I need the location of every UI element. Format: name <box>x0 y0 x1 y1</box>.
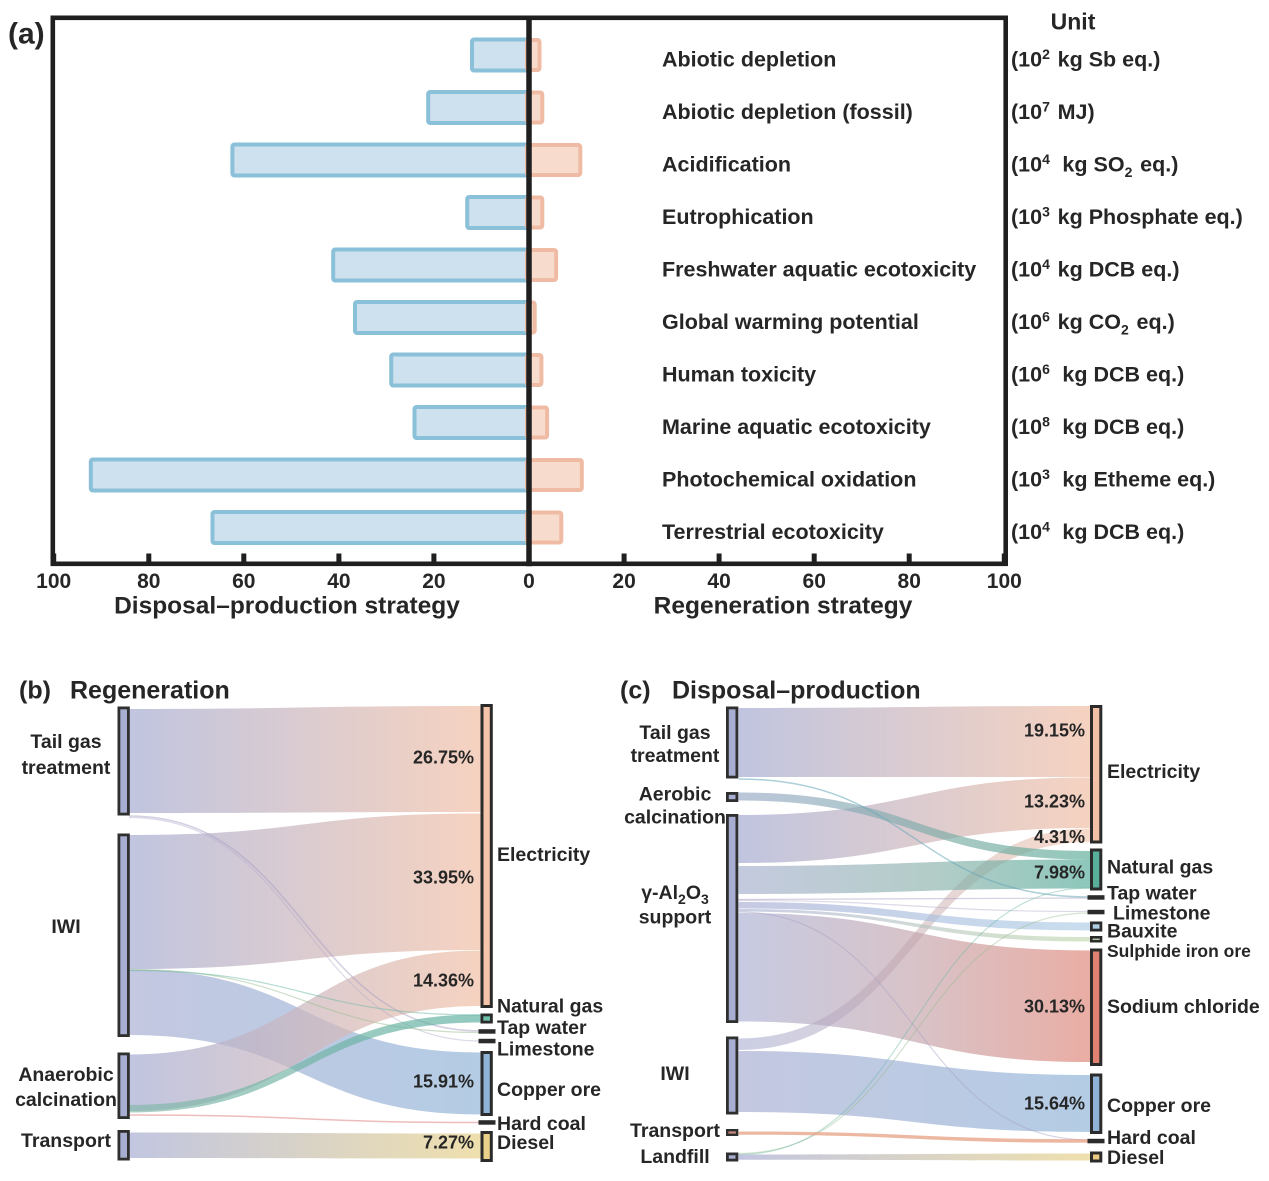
svg-text:Hard coal: Hard coal <box>1107 1127 1196 1149</box>
svg-text:treatment: treatment <box>22 757 111 779</box>
svg-text:support: support <box>639 907 712 929</box>
svg-text:(103 kg Phosphate eq.): (103 kg Phosphate eq.) <box>1011 204 1243 230</box>
svg-text:Anaerobic: Anaerobic <box>18 1064 114 1086</box>
svg-text:14.36%: 14.36% <box>413 971 474 991</box>
svg-text:20: 20 <box>422 570 445 593</box>
svg-text:IWI: IWI <box>51 916 80 938</box>
svg-text:(c): (c) <box>620 677 651 705</box>
svg-text:4.31%: 4.31% <box>1034 827 1085 847</box>
svg-text:80: 80 <box>137 570 160 593</box>
svg-text:Eutrophication: Eutrophication <box>662 205 814 229</box>
svg-text:Landfill: Landfill <box>640 1146 709 1168</box>
svg-text:Natural gas: Natural gas <box>1107 857 1213 879</box>
svg-text:(103 kg Etheme eq.): (103 kg Etheme eq.) <box>1011 466 1215 492</box>
svg-text:Freshwater aquatic ecotoxicity: Freshwater aquatic ecotoxicity <box>662 258 976 282</box>
svg-text:calcination: calcination <box>15 1089 117 1111</box>
svg-text:(104 kg DCB eq.): (104 kg DCB eq.) <box>1011 519 1184 545</box>
svg-text:(106 kg CO2 eq.): (106 kg CO2 eq.) <box>1011 309 1175 338</box>
svg-text:Acidification: Acidification <box>662 153 791 177</box>
svg-text:(104 kg SO2 eq.): (104 kg SO2 eq.) <box>1011 151 1178 180</box>
svg-text:19.15%: 19.15% <box>1024 721 1085 741</box>
svg-text:20: 20 <box>612 570 635 593</box>
svg-text:(107 MJ): (107 MJ) <box>1011 99 1095 125</box>
svg-text:Unit: Unit <box>1051 8 1096 34</box>
svg-text:Bauxite: Bauxite <box>1107 921 1178 943</box>
svg-text:Limestone: Limestone <box>1113 903 1211 925</box>
svg-text:60: 60 <box>232 570 255 593</box>
svg-text:26.75%: 26.75% <box>413 748 474 768</box>
svg-text:γ-Al2O3: γ-Al2O3 <box>641 882 709 907</box>
svg-text:Tap water: Tap water <box>1107 883 1197 905</box>
svg-text:Human toxicity: Human toxicity <box>662 363 816 387</box>
svg-text:7.27%: 7.27% <box>423 1133 474 1153</box>
svg-text:Photochemical oxidation: Photochemical oxidation <box>662 468 916 492</box>
svg-text:Natural gas: Natural gas <box>497 996 603 1018</box>
svg-text:Tail gas: Tail gas <box>639 722 710 744</box>
svg-text:33.95%: 33.95% <box>413 868 474 888</box>
svg-text:7.98%: 7.98% <box>1034 863 1085 883</box>
svg-text:Regeneration: Regeneration <box>70 677 230 705</box>
svg-text:Regeneration strategy: Regeneration strategy <box>654 593 913 620</box>
svg-text:30.13%: 30.13% <box>1024 996 1085 1016</box>
svg-text:Diesel: Diesel <box>1107 1147 1164 1169</box>
svg-text:(102 kg Sb eq.): (102 kg Sb eq.) <box>1011 46 1160 72</box>
svg-text:Transport: Transport <box>630 1120 720 1142</box>
svg-text:calcination: calcination <box>624 807 726 829</box>
svg-text:treatment: treatment <box>631 745 720 767</box>
svg-text:Sodium chloride: Sodium chloride <box>1107 996 1260 1018</box>
svg-text:Diesel: Diesel <box>497 1132 554 1154</box>
svg-text:15.91%: 15.91% <box>413 1072 474 1092</box>
svg-text:Global warming potential: Global warming potential <box>662 310 919 334</box>
svg-text:Disposal–production strategy: Disposal–production strategy <box>114 593 460 620</box>
svg-text:Terrestrial ecotoxicity: Terrestrial ecotoxicity <box>662 520 884 544</box>
svg-text:Tail gas: Tail gas <box>30 731 101 753</box>
svg-text:Tap water: Tap water <box>497 1017 587 1039</box>
svg-text:(108 kg DCB eq.): (108 kg DCB eq.) <box>1011 414 1184 440</box>
svg-text:(b): (b) <box>19 677 51 705</box>
svg-text:Copper ore: Copper ore <box>1107 1095 1211 1117</box>
svg-text:0: 0 <box>523 570 535 593</box>
svg-text:Copper ore: Copper ore <box>497 1079 601 1101</box>
svg-text:(106 kg DCB eq.): (106 kg DCB eq.) <box>1011 361 1184 387</box>
svg-text:Abiotic depletion: Abiotic depletion <box>662 48 836 72</box>
svg-text:Hard coal: Hard coal <box>497 1113 586 1135</box>
svg-text:Electricity: Electricity <box>497 844 590 866</box>
svg-text:80: 80 <box>898 570 921 593</box>
svg-text:Abiotic depletion (fossil): Abiotic depletion (fossil) <box>662 100 913 124</box>
svg-text:15.64%: 15.64% <box>1024 1094 1085 1114</box>
svg-text:100: 100 <box>987 570 1022 593</box>
svg-text:(a): (a) <box>8 18 45 51</box>
svg-text:13.23%: 13.23% <box>1024 792 1085 812</box>
svg-text:60: 60 <box>803 570 826 593</box>
svg-text:(104 kg DCB eq.): (104 kg DCB eq.) <box>1011 256 1180 282</box>
svg-text:40: 40 <box>707 570 730 593</box>
svg-text:Transport: Transport <box>21 1130 111 1152</box>
svg-text:40: 40 <box>327 570 350 593</box>
svg-text:IWI: IWI <box>660 1063 689 1085</box>
svg-text:Limestone: Limestone <box>497 1039 595 1061</box>
svg-text:100: 100 <box>36 570 71 593</box>
svg-text:Sulphide iron ore: Sulphide iron ore <box>1107 941 1251 961</box>
svg-text:Electricity: Electricity <box>1107 761 1200 783</box>
svg-text:Disposal–production: Disposal–production <box>672 677 921 705</box>
svg-text:Aerobic: Aerobic <box>639 784 712 806</box>
svg-text:Marine aquatic ecotoxicity: Marine aquatic ecotoxicity <box>662 415 931 439</box>
